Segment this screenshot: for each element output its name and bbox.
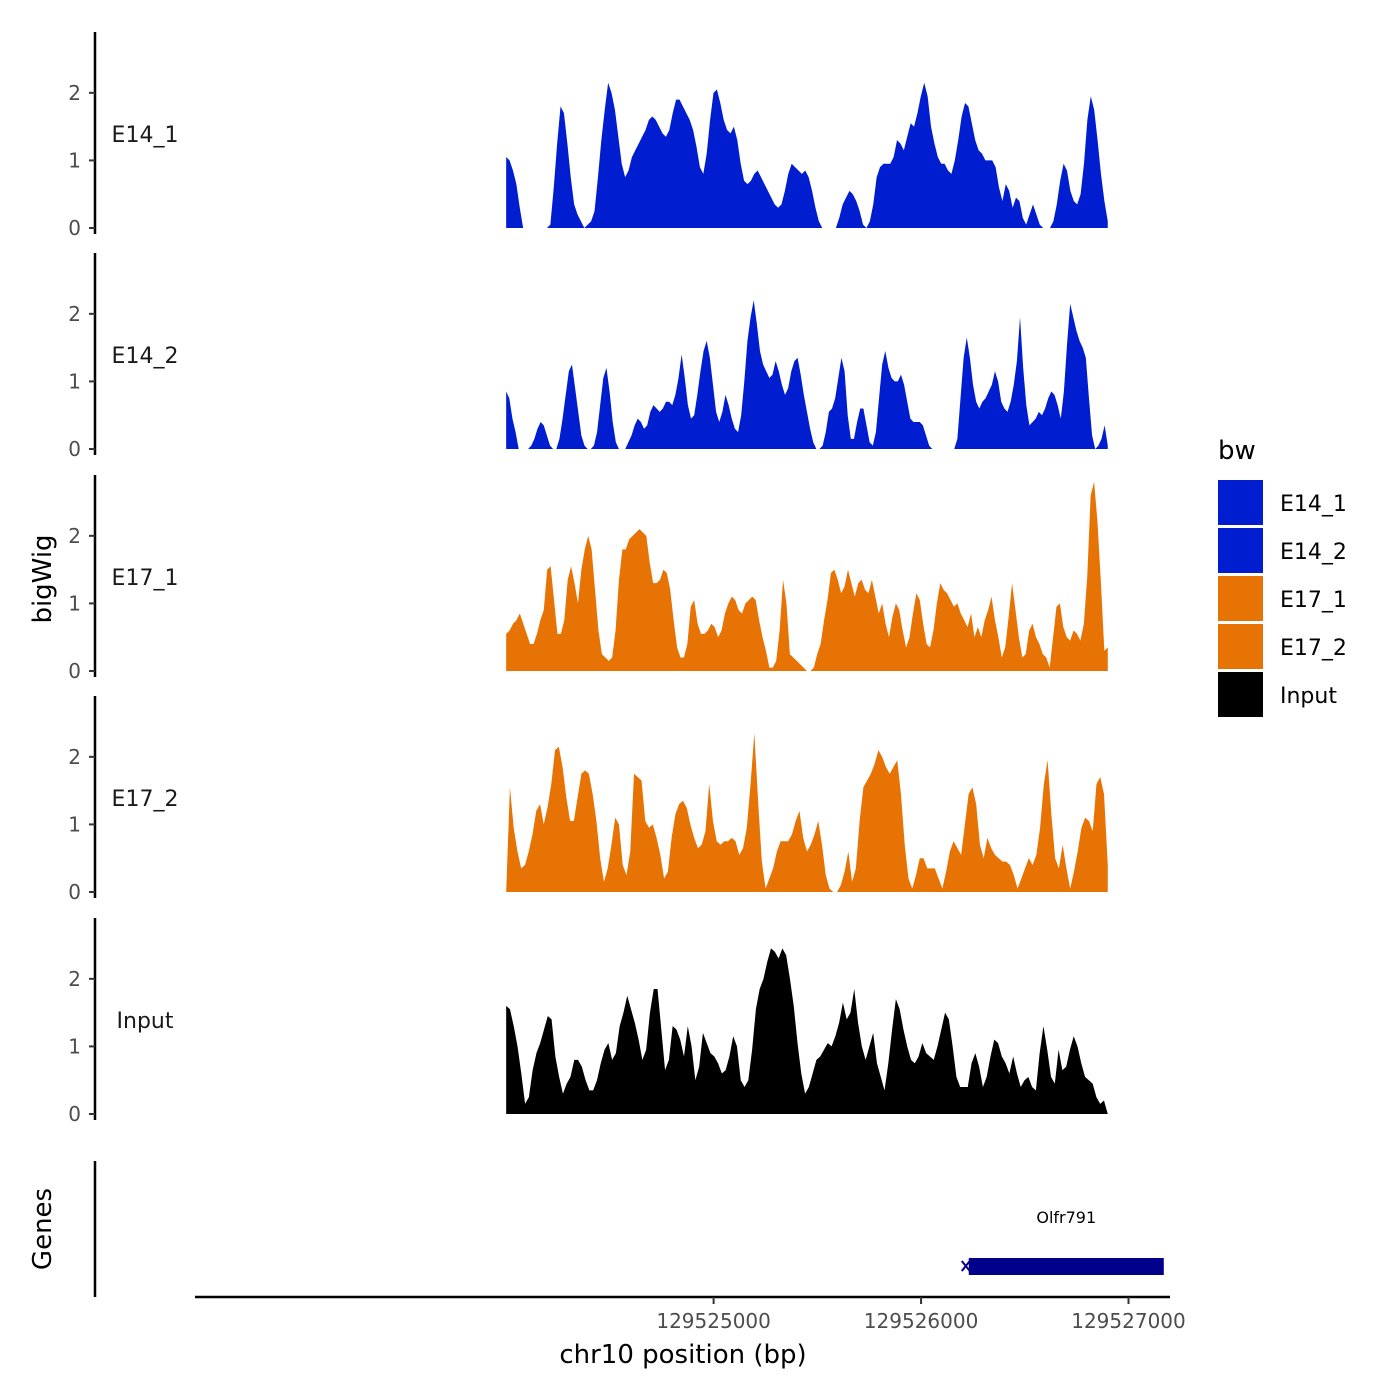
legend-entry-input: Input [1218, 672, 1337, 717]
y-tick-label: 0 [68, 659, 81, 683]
track-label: Input [117, 1009, 174, 1034]
coverage-area-e17-1 [506, 481, 1108, 671]
x-tick-label: 129526000 [864, 1309, 979, 1333]
y-tick-label: 2 [68, 302, 81, 326]
coverage-area-e14-1 [506, 82, 1108, 228]
coverage-area-input [506, 948, 1108, 1114]
y-tick-label: 1 [68, 369, 81, 393]
legend-entry-e14-2: E14_2 [1218, 528, 1347, 573]
legend: bw E14_1 E14_2 E17_1 E17_2 Input [1218, 436, 1347, 717]
x-axis-title: chr10 position (bp) [559, 1340, 806, 1370]
legend-title: bw [1218, 436, 1256, 466]
legend-swatch [1218, 672, 1263, 717]
track-e14-1: 0 1 2 E14_1 [68, 32, 1108, 240]
y-tick-label: 0 [68, 880, 81, 904]
y-tick-label: 2 [68, 745, 81, 769]
y-tick-label: 2 [68, 81, 81, 105]
legend-swatch [1218, 624, 1263, 669]
legend-label: E17_2 [1280, 636, 1347, 661]
gene-olfr791: Olfr791 [960, 1208, 1164, 1275]
genes-axis-title: Genes [28, 1188, 58, 1270]
y-tick-label: 1 [68, 1034, 81, 1058]
track-label: E17_1 [112, 566, 179, 591]
coverage-area-e14-2 [506, 300, 1108, 449]
track-label: E14_2 [112, 344, 179, 369]
y-axis-title: bigWig [28, 534, 58, 623]
track-label: E14_1 [112, 123, 179, 148]
legend-entry-e14-1: E14_1 [1218, 480, 1347, 525]
track-e17-2: 0 1 2 E17_2 [68, 696, 1108, 904]
coverage-area-e17-2 [506, 733, 1108, 892]
y-tick-label: 2 [68, 967, 81, 991]
y-tick-label: 0 [68, 1102, 81, 1126]
track-label: E17_2 [112, 787, 179, 812]
gene-body [968, 1258, 1164, 1275]
legend-swatch [1218, 576, 1263, 621]
legend-entry-e17-2: E17_2 [1218, 624, 1347, 669]
coverage-tracks: 0 1 2 E14_1 0 1 2 E14_2 0 1 2 E17_1 0 1 2 E17_2 0 1 2 Input [68, 32, 1108, 1126]
y-tick-label: 1 [68, 591, 81, 615]
y-tick-label: 0 [68, 437, 81, 461]
x-tick-label: 129525000 [656, 1309, 771, 1333]
track-input: 0 1 2 Input [68, 918, 1108, 1126]
legend-label: Input [1280, 684, 1337, 709]
track-e14-2: 0 1 2 E14_2 [68, 253, 1108, 461]
legend-swatch [1218, 528, 1263, 573]
legend-entry-e17-1: E17_1 [1218, 576, 1347, 621]
legend-label: E14_1 [1280, 492, 1347, 517]
x-axis: 129525000 129526000 129527000 [195, 1295, 1186, 1333]
y-tick-label: 0 [68, 216, 81, 240]
gene-label: Olfr791 [1036, 1208, 1096, 1227]
legend-label: E17_1 [1280, 588, 1347, 613]
y-tick-label: 2 [68, 524, 81, 548]
strand-marker [960, 1260, 971, 1272]
track-e17-1: 0 1 2 E17_1 [68, 475, 1108, 683]
legend-label: E14_2 [1280, 540, 1347, 565]
y-tick-label: 1 [68, 812, 81, 836]
genes-track: Olfr791 [93, 1161, 1164, 1297]
legend-swatch [1218, 480, 1263, 525]
x-tick-label: 129527000 [1071, 1309, 1186, 1333]
y-tick-label: 1 [68, 148, 81, 172]
